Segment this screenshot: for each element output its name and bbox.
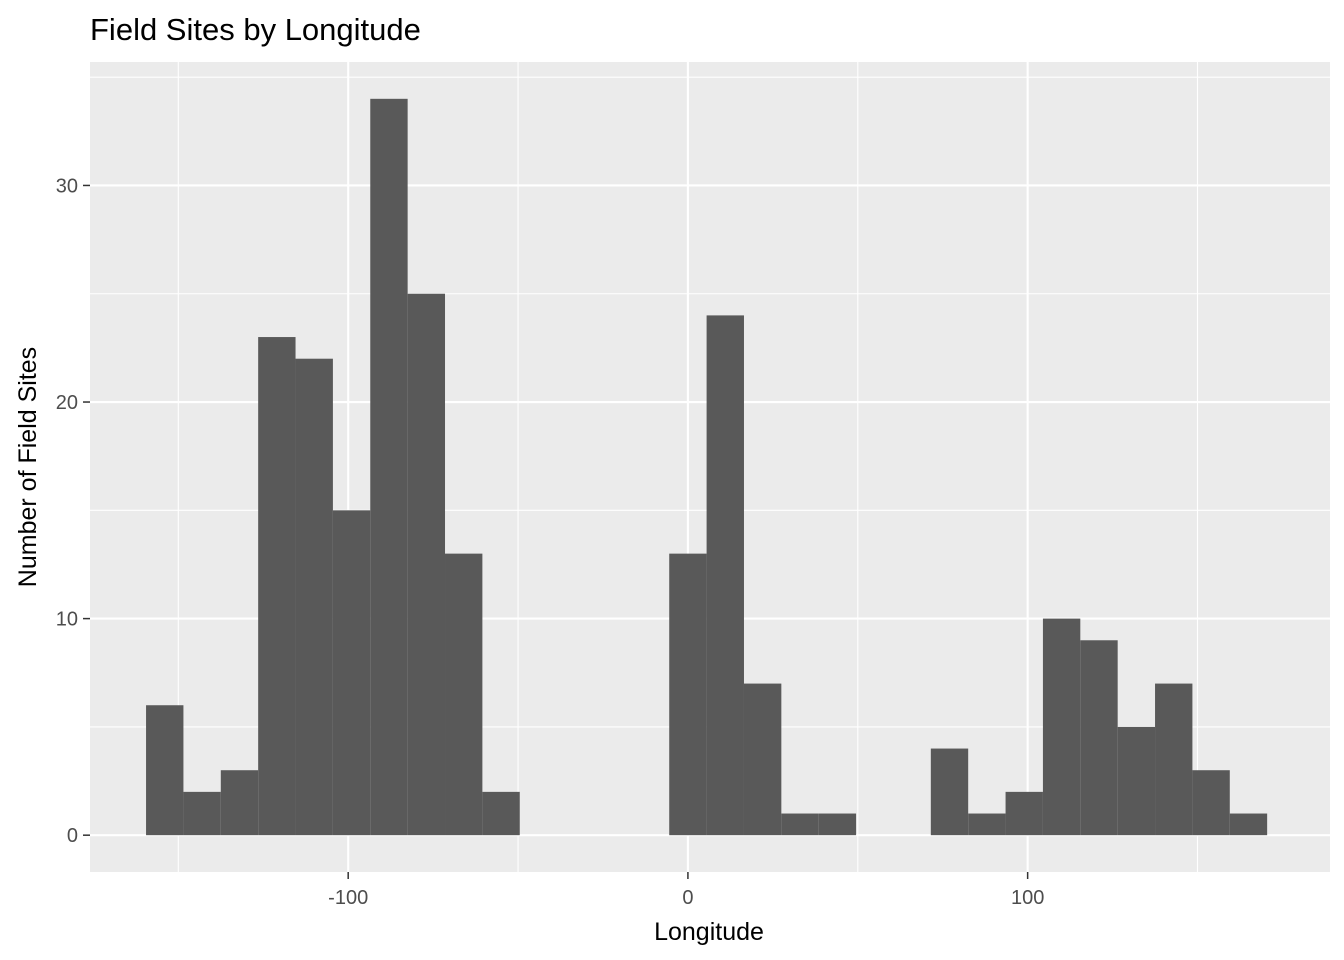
histogram-bar <box>258 337 296 836</box>
histogram-bar <box>445 553 483 836</box>
histogram-bars <box>146 98 1268 836</box>
x-tick-label: 0 <box>682 887 693 909</box>
x-tick-label: -100 <box>328 887 368 909</box>
chart-title: Field Sites by Longitude <box>90 12 421 47</box>
y-tick-label: 0 <box>67 825 78 847</box>
histogram-bar <box>482 791 520 836</box>
histogram-bar <box>930 748 969 836</box>
y-tick-label: 30 <box>56 175 78 197</box>
histogram-bar <box>781 813 819 836</box>
histogram-bar <box>706 315 744 836</box>
histogram-bar <box>295 358 333 836</box>
histogram-bar <box>220 770 259 836</box>
x-tick-label: 100 <box>1011 887 1044 909</box>
histogram-bar <box>183 791 221 836</box>
histogram-bar <box>968 813 1006 836</box>
y-tick-label: 10 <box>56 609 78 631</box>
y-tick-label: 20 <box>56 392 78 414</box>
histogram-bar <box>1229 813 1268 836</box>
histogram-bar <box>332 510 371 836</box>
histogram-bar <box>1192 770 1230 836</box>
histogram-bar <box>669 553 707 836</box>
histogram-bar <box>407 293 446 836</box>
x-axis-title: Longitude <box>654 918 764 946</box>
histogram-bar <box>370 98 408 836</box>
histogram-bar <box>1042 618 1081 836</box>
y-axis-title: Number of Field Sites <box>14 347 42 587</box>
histogram-bar <box>743 683 782 836</box>
histogram-bar <box>1155 683 1193 836</box>
histogram-bar <box>818 813 857 836</box>
x-axis-ticks: -100 0 100 <box>328 872 1044 909</box>
y-axis-ticks: 0 10 20 30 <box>56 175 90 847</box>
histogram-bar <box>1005 791 1043 836</box>
histogram-bar <box>1080 640 1118 836</box>
histogram-bar <box>1117 726 1156 836</box>
histogram-bar <box>146 705 184 836</box>
